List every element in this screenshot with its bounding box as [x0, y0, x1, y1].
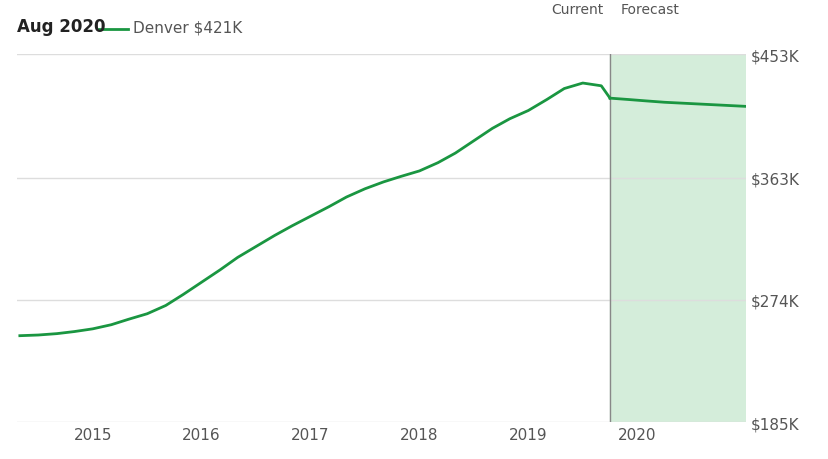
Text: Forecast: Forecast — [620, 3, 679, 17]
Bar — [609, 55, 745, 422]
Text: Denver $421K: Denver $421K — [132, 20, 242, 35]
Text: Aug 2020: Aug 2020 — [17, 18, 105, 36]
Text: Current: Current — [550, 3, 602, 17]
